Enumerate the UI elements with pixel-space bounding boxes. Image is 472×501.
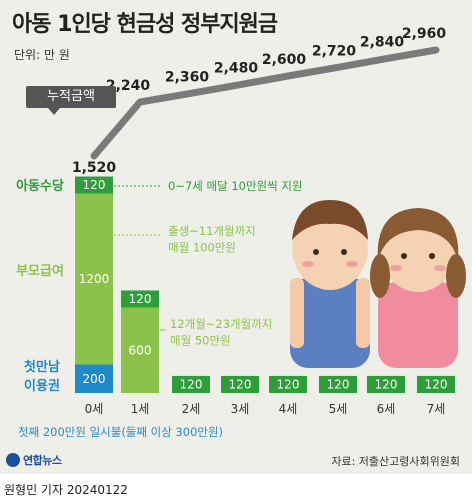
cumulative-value-0: 1,520 [72,160,117,176]
cumulative-value-1: 2,240 [106,78,151,94]
cumulative-value-6: 2,840 [360,35,405,51]
bar-value-child-allowance-1: 120 [129,292,152,306]
x-tick-7: 7세 [427,402,446,416]
girl-figure [370,208,466,368]
cumulative-value-4: 2,600 [262,52,307,68]
bar-value-parent-benefit-0: 1200 [79,272,110,286]
bar-child-allowance-1 [121,290,159,308]
chart-title: 아동 1인당 현금성 정부지원금 [12,12,278,37]
x-tick-3: 3세 [231,402,250,416]
x-tick-4: 4세 [279,402,298,416]
cumulative-line [90,46,440,160]
cumulative-value-7: 2,960 [402,26,447,42]
x-tick-6: 6세 [377,402,396,416]
annotation-parent-benefit-0: 출생~11개월까지 매월 100만원 [168,224,256,255]
bar-child-allowance-0 [75,176,113,194]
cumulative-value-2: 2,360 [165,69,210,85]
bar-value-child-allowance-0: 120 [83,178,106,192]
bar-value-parent-benefit-1: 600 [129,343,152,357]
byline: 원형민 기자 20240122 [4,483,128,497]
bar-parent-benefit-1 [121,307,159,393]
label-first-meeting: 첫만남 이용권 [24,359,60,394]
cumulative-legend-pointer [48,108,60,115]
bar-parent-benefit-0 [75,193,113,365]
cumulative-value-5: 2,720 [312,43,357,59]
bar-value-first-meeting-0: 200 [83,372,106,386]
label-child-allowance: 아동수당 [16,178,64,194]
children-illustration [290,200,466,368]
cumulative-legend-label: 누적금액 [26,86,116,108]
chart-canvas: 200 1200 120 0세 600 120 1세 120 2세 120 3세 120 4세 120 5세… [16,26,466,416]
bar-first-meeting-0 [75,364,113,393]
yonhap-logo: 연합뉴스 [6,452,62,468]
yonhap-logo-mark-icon [6,453,20,467]
yonhap-logo-text: 연합뉴스 [23,454,62,467]
annotation-parent-benefit-1: 12개월~23개월까지 매월 50만원 [170,317,272,348]
bar-value-child-allowance-5: 120 [327,377,350,391]
bar-child-allowance-2 [172,375,210,393]
label-parent-benefit: 부모급여 [16,263,64,279]
bar-child-allowance-5 [319,375,357,393]
bar-child-allowance-6 [367,375,405,393]
first-meeting-note: 첫째 200만원 일시불(둘째 이상 300만원) [18,425,224,439]
bar-value-child-allowance-3: 120 [229,377,252,391]
bar-value-child-allowance-7: 120 [425,377,448,391]
unit-label: 단위: 만 원 [14,48,70,62]
bar-child-allowance-7 [417,375,455,393]
x-tick-5: 5세 [329,402,348,416]
cumulative-value-3: 2,480 [214,61,259,77]
x-tick-0: 0세 [85,402,104,416]
bar-value-child-allowance-4: 120 [277,377,300,391]
bar-value-child-allowance-2: 120 [180,377,203,391]
bar-value-child-allowance-6: 120 [375,377,398,391]
bar-child-allowance-4 [269,375,307,393]
x-tick-1: 1세 [131,402,150,416]
boy-figure [290,200,370,368]
x-tick-2: 2세 [182,402,201,416]
annotation-child-allowance: 0~7세 매달 10만원씩 지원 [168,179,303,193]
source-label: 자료: 저출산고령사회위원회 [331,455,460,468]
bar-child-allowance-3 [221,375,259,393]
